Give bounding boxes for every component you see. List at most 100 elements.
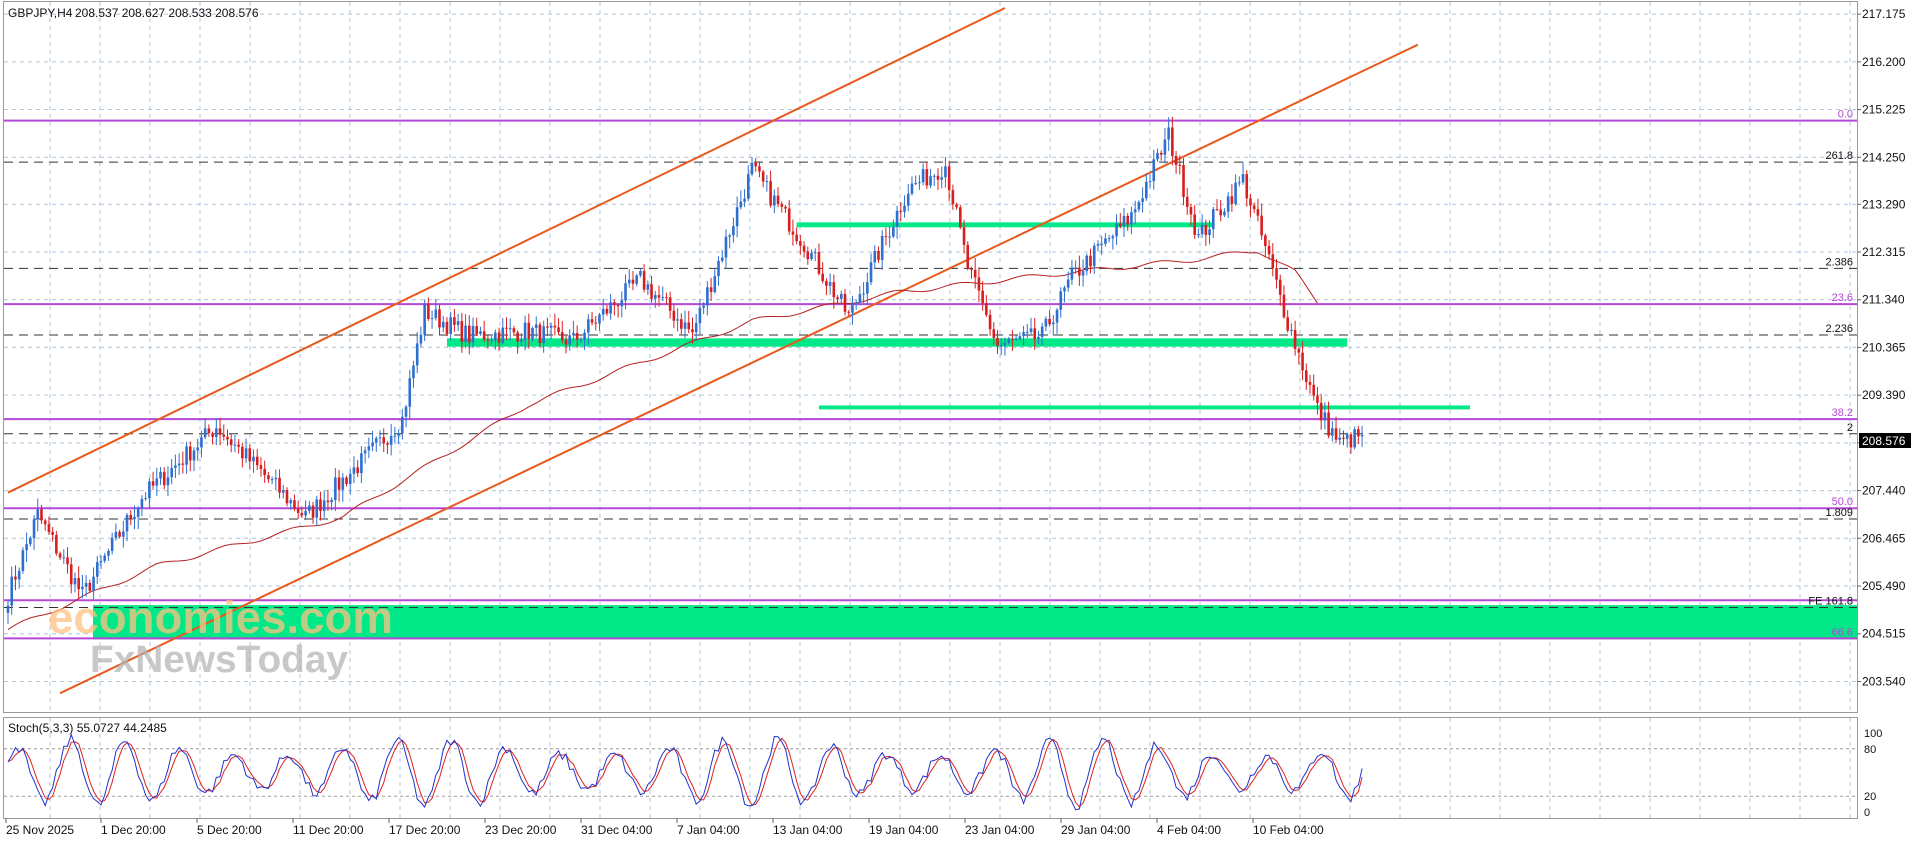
candle-body bbox=[501, 327, 505, 343]
candle-body bbox=[750, 162, 754, 175]
candle bbox=[754, 158, 758, 172]
candle-body bbox=[754, 162, 758, 167]
level-label: 38.2 bbox=[1832, 407, 1853, 419]
candle-body bbox=[1357, 429, 1360, 437]
candle-body bbox=[456, 321, 460, 325]
candle-body bbox=[17, 570, 21, 580]
candle-body bbox=[587, 319, 590, 333]
candle-body bbox=[170, 467, 173, 478]
candle bbox=[374, 436, 378, 452]
candle-body bbox=[609, 302, 612, 314]
candle bbox=[95, 556, 99, 585]
candle-body bbox=[713, 276, 717, 292]
candle bbox=[464, 314, 467, 349]
candle bbox=[981, 281, 984, 311]
candle-body bbox=[691, 329, 694, 333]
candle bbox=[694, 313, 698, 340]
price-tick-label: 211.340 bbox=[1862, 293, 1905, 307]
candle-body bbox=[951, 190, 955, 205]
candle bbox=[1074, 260, 1077, 274]
candle-body bbox=[140, 498, 144, 508]
candle-body bbox=[490, 340, 493, 342]
candle-body bbox=[1312, 384, 1316, 396]
candle bbox=[527, 313, 531, 349]
candle bbox=[1100, 235, 1103, 255]
candle-body bbox=[1245, 174, 1249, 199]
candle bbox=[668, 291, 672, 319]
time-tick-label: 4 Feb 04:00 bbox=[1157, 823, 1221, 837]
candle bbox=[43, 518, 47, 531]
candle bbox=[1193, 205, 1196, 239]
candle-body bbox=[553, 325, 557, 328]
candle bbox=[988, 309, 992, 336]
candle-body bbox=[84, 582, 88, 587]
candle-body bbox=[1197, 234, 1200, 236]
candle bbox=[546, 317, 549, 336]
candle-body bbox=[947, 166, 951, 191]
candle-body bbox=[959, 207, 962, 228]
candle-body bbox=[1331, 428, 1334, 436]
candle-body bbox=[348, 473, 352, 484]
candle-body bbox=[267, 475, 270, 480]
candle-body bbox=[940, 177, 944, 180]
candle-body bbox=[932, 175, 936, 177]
time-tick-label: 11 Dec 20:00 bbox=[293, 823, 364, 837]
channel-trendline bbox=[7, 7, 1006, 494]
candle-body bbox=[1230, 196, 1234, 204]
candle bbox=[62, 549, 66, 565]
candle-body bbox=[888, 236, 891, 238]
candle-body bbox=[1267, 246, 1271, 255]
candle-body bbox=[386, 443, 389, 445]
candle bbox=[441, 315, 445, 333]
candle bbox=[304, 500, 307, 520]
candle bbox=[222, 424, 226, 441]
time-tick-label: 25 Nov 2025 bbox=[6, 823, 74, 837]
candle-body bbox=[73, 578, 77, 585]
stochastic-level-label: 20 bbox=[1864, 791, 1876, 803]
candle bbox=[724, 229, 728, 270]
candle-body bbox=[1200, 224, 1204, 235]
candle-body bbox=[1037, 337, 1040, 339]
indicator-frame bbox=[3, 717, 1858, 819]
candle bbox=[925, 162, 929, 190]
price-tick-label: 217.175 bbox=[1862, 7, 1906, 21]
candle-body bbox=[81, 586, 84, 590]
candle-body bbox=[1238, 182, 1241, 184]
candle-body bbox=[1353, 429, 1356, 448]
candle bbox=[479, 326, 482, 336]
candle bbox=[25, 532, 28, 562]
candle bbox=[144, 492, 147, 501]
candle-body bbox=[1349, 434, 1353, 448]
candle-body bbox=[415, 343, 419, 366]
candle bbox=[992, 322, 996, 345]
candle bbox=[1286, 310, 1289, 333]
candle-body bbox=[129, 514, 133, 520]
candle-body bbox=[709, 287, 713, 292]
candle bbox=[702, 302, 705, 315]
candle bbox=[951, 184, 955, 210]
candle-body bbox=[568, 335, 572, 345]
candle-body bbox=[404, 406, 408, 417]
candle bbox=[575, 325, 579, 349]
candle bbox=[862, 282, 865, 303]
candle-body bbox=[345, 477, 348, 484]
candle bbox=[962, 219, 966, 254]
candle bbox=[579, 336, 583, 343]
candle bbox=[248, 444, 252, 470]
candle bbox=[587, 314, 590, 345]
candle bbox=[460, 312, 464, 353]
candle-body bbox=[1193, 214, 1196, 236]
candle bbox=[1037, 330, 1040, 344]
candle bbox=[1304, 363, 1308, 390]
candle bbox=[1171, 116, 1174, 166]
candle-body bbox=[453, 317, 456, 325]
candle bbox=[32, 515, 36, 550]
price-tick-label: 210.365 bbox=[1862, 340, 1906, 354]
candle-body bbox=[799, 241, 802, 246]
stochastic-level-label: 0 bbox=[1864, 807, 1870, 819]
candle-body bbox=[88, 582, 92, 591]
candle-body bbox=[1014, 338, 1018, 340]
candle-body bbox=[1029, 328, 1033, 333]
